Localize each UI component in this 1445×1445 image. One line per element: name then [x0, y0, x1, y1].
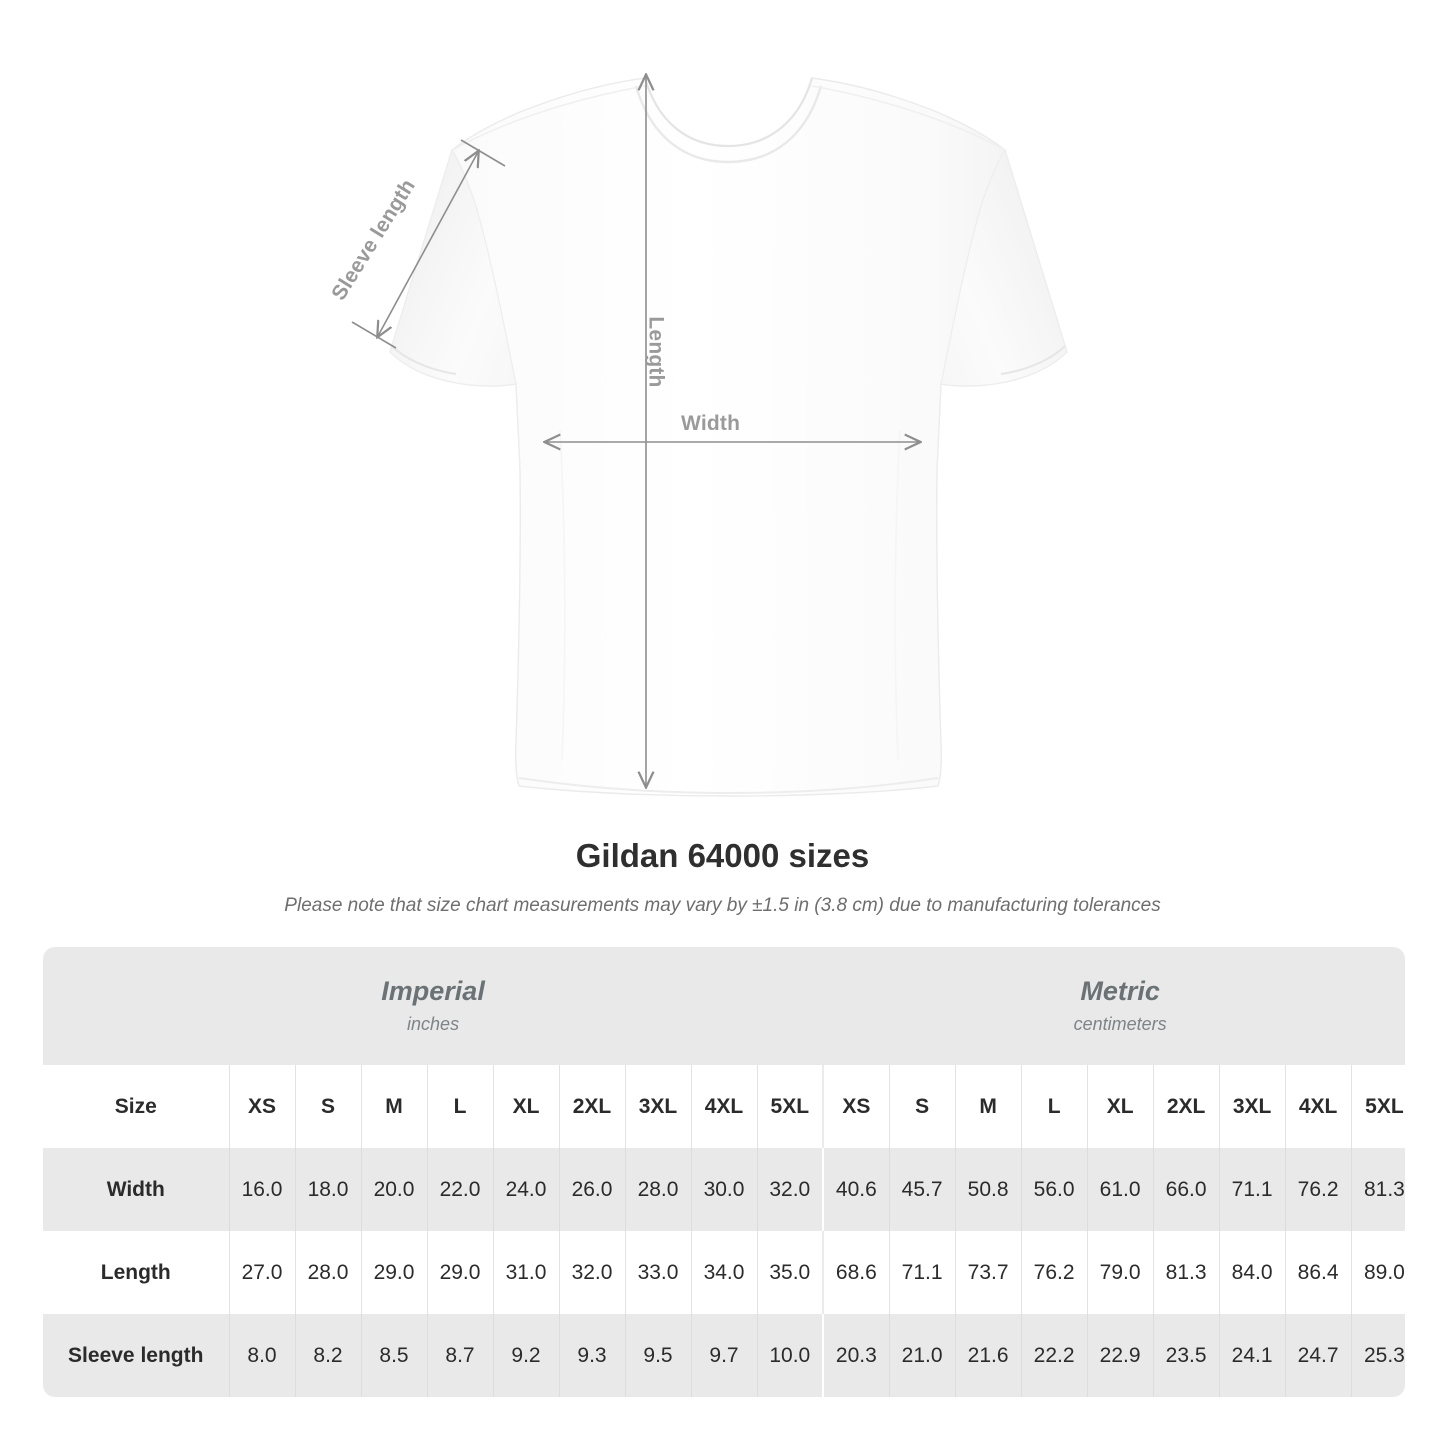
cell-sleeve-imp-5: 9.3	[558, 1314, 625, 1397]
size-col-met-0: XS	[822, 1065, 890, 1148]
title-block: Gildan 64000 sizes Please note that size…	[0, 836, 1445, 918]
cell-width-met-3: 56.0	[1020, 1148, 1088, 1231]
cell-length-met-1: 71.1	[888, 1231, 956, 1314]
metric-subtitle: centimeters	[1073, 1014, 1167, 1035]
cell-sleeve-imp-7: 9.7	[690, 1314, 757, 1397]
size-col-met-7: 4XL	[1284, 1065, 1352, 1148]
imperial-title: Imperial	[381, 975, 485, 1006]
row-label-width: Width	[43, 1148, 229, 1231]
cell-length-met-5: 81.3	[1152, 1231, 1220, 1314]
cell-sleeve-met-5: 23.5	[1152, 1314, 1220, 1397]
cell-length-met-7: 86.4	[1284, 1231, 1352, 1314]
cell-sleeve-met-6: 24.1	[1218, 1314, 1286, 1397]
cell-width-imp-7: 30.0	[690, 1148, 757, 1231]
cell-sleeve-imp-1: 8.2	[294, 1314, 361, 1397]
size-col-imp-4: XL	[492, 1065, 559, 1148]
cell-width-imp-6: 28.0	[624, 1148, 691, 1231]
cell-length-imp-5: 32.0	[558, 1231, 625, 1314]
cell-sleeve-imp-0: 8.0	[228, 1314, 295, 1397]
size-col-imp-7: 4XL	[690, 1065, 757, 1148]
size-col-imp-8: 5XL	[756, 1065, 824, 1148]
row-label-length: Length	[43, 1231, 229, 1314]
cell-width-imp-5: 26.0	[558, 1148, 625, 1231]
cell-width-met-4: 61.0	[1086, 1148, 1154, 1231]
size-col-met-8: 5XL	[1350, 1065, 1405, 1148]
table-header-row: Size XS S M L XL 2XL 3XL 4XL 5XL XS S M …	[43, 1065, 1405, 1148]
size-header-cell: Size	[43, 1065, 229, 1148]
cell-length-met-8: 89.0	[1350, 1231, 1405, 1314]
cell-sleeve-met-1: 21.0	[888, 1314, 956, 1397]
cell-width-imp-4: 24.0	[492, 1148, 559, 1231]
metric-unit-cell: Metric centimeters	[823, 947, 1405, 1065]
cell-length-imp-3: 29.0	[426, 1231, 493, 1314]
cell-length-imp-7: 34.0	[690, 1231, 757, 1314]
cell-width-imp-8: 32.0	[756, 1148, 824, 1231]
size-col-imp-0: XS	[228, 1065, 295, 1148]
metric-title: Metric	[1080, 975, 1160, 1006]
cell-sleeve-imp-2: 8.5	[360, 1314, 427, 1397]
cell-length-imp-2: 29.0	[360, 1231, 427, 1314]
width-label: Width	[681, 412, 741, 435]
tshirt-diagram: Sleeve length Length Width	[327, 0, 1068, 797]
cell-width-met-7: 76.2	[1284, 1148, 1352, 1231]
cell-sleeve-imp-4: 9.2	[492, 1314, 559, 1397]
cell-length-met-6: 84.0	[1218, 1231, 1286, 1314]
cell-length-met-2: 73.7	[954, 1231, 1022, 1314]
size-col-imp-2: M	[360, 1065, 427, 1148]
cell-sleeve-met-0: 20.3	[822, 1314, 890, 1397]
table-row: Length 27.0 28.0 29.0 29.0 31.0 32.0 33.…	[43, 1231, 1405, 1314]
page-title: Gildan 64000 sizes	[575, 837, 870, 874]
cell-width-met-2: 50.8	[954, 1148, 1022, 1231]
size-col-met-4: XL	[1086, 1065, 1154, 1148]
size-col-imp-6: 3XL	[624, 1065, 691, 1148]
cell-length-imp-1: 28.0	[294, 1231, 361, 1314]
cell-width-imp-0: 16.0	[228, 1148, 295, 1231]
table-row: Sleeve length 8.0 8.2 8.5 8.7 9.2 9.3 9.…	[43, 1314, 1405, 1397]
size-col-met-6: 3XL	[1218, 1065, 1286, 1148]
cell-width-imp-2: 20.0	[360, 1148, 427, 1231]
sleeve-measure-arrow	[351, 139, 506, 349]
cell-length-imp-0: 27.0	[228, 1231, 295, 1314]
unit-band-row: Imperial inches Metric centimeters	[43, 947, 1405, 1065]
cell-sleeve-met-4: 22.9	[1086, 1314, 1154, 1397]
cell-sleeve-met-2: 21.6	[954, 1314, 1022, 1397]
imperial-unit-cell: Imperial inches	[43, 947, 824, 1065]
tolerance-note: Please note that size chart measurements…	[284, 894, 1161, 916]
size-col-imp-3: L	[426, 1065, 493, 1148]
cell-length-imp-8: 35.0	[756, 1231, 824, 1314]
cell-length-met-4: 79.0	[1086, 1231, 1154, 1314]
cell-width-met-8: 81.3	[1350, 1148, 1405, 1231]
cell-sleeve-imp-3: 8.7	[426, 1314, 493, 1397]
cell-width-met-1: 45.7	[888, 1148, 956, 1231]
cell-sleeve-met-7: 24.7	[1284, 1314, 1352, 1397]
size-col-met-3: L	[1020, 1065, 1088, 1148]
cell-length-met-3: 76.2	[1020, 1231, 1088, 1314]
cell-sleeve-imp-8: 10.0	[756, 1314, 824, 1397]
tshirt-illustration	[351, 0, 1068, 797]
cell-length-imp-6: 33.0	[624, 1231, 691, 1314]
size-col-met-2: M	[954, 1065, 1022, 1148]
cell-width-imp-1: 18.0	[294, 1148, 361, 1231]
size-col-met-1: S	[888, 1065, 956, 1148]
cell-sleeve-imp-6: 9.5	[624, 1314, 691, 1397]
cell-sleeve-met-8: 25.3	[1350, 1314, 1405, 1397]
cell-width-met-5: 66.0	[1152, 1148, 1220, 1231]
cell-width-imp-3: 22.0	[426, 1148, 493, 1231]
size-col-met-5: 2XL	[1152, 1065, 1220, 1148]
length-label: Length	[644, 316, 668, 388]
shirt-body-shape	[389, 77, 1068, 797]
cell-length-imp-4: 31.0	[492, 1231, 559, 1314]
imperial-subtitle: inches	[407, 1014, 460, 1035]
table-row: Width 16.0 18.0 20.0 22.0 24.0 26.0 28.0…	[43, 1148, 1405, 1231]
size-col-imp-5: 2XL	[558, 1065, 625, 1148]
cell-length-met-0: 68.6	[822, 1231, 890, 1314]
cell-sleeve-met-3: 22.2	[1020, 1314, 1088, 1397]
size-col-imp-1: S	[294, 1065, 361, 1148]
size-chart-table: Imperial inches Metric centimeters Size …	[43, 947, 1405, 1397]
cell-width-met-0: 40.6	[822, 1148, 890, 1231]
row-label-sleeve-length: Sleeve length	[43, 1314, 229, 1397]
cell-width-met-6: 71.1	[1218, 1148, 1286, 1231]
